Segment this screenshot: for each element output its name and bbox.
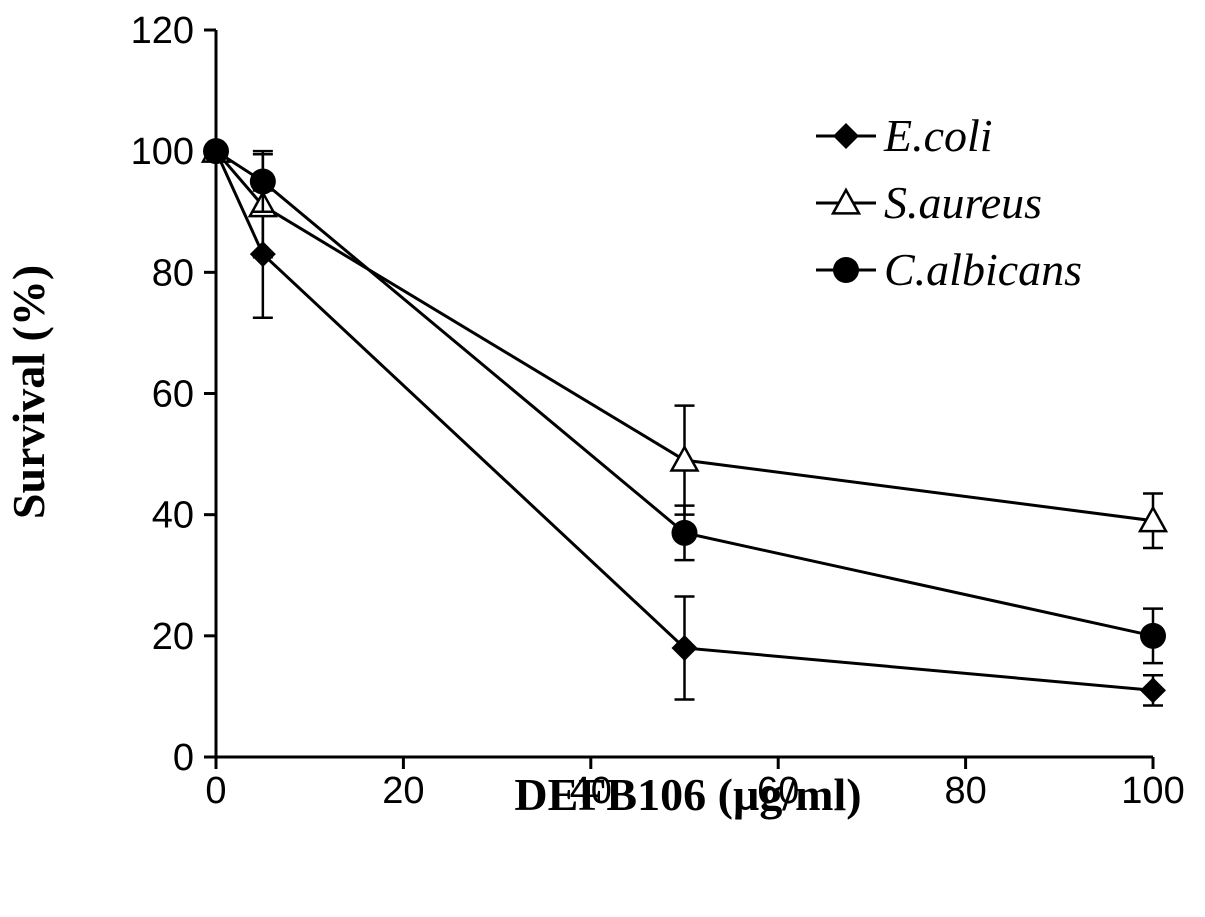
legend-item: E.coli xyxy=(816,110,993,161)
y-tick-label: 100 xyxy=(131,131,194,173)
x-tick-label: 20 xyxy=(382,770,424,812)
circle-marker xyxy=(1140,622,1166,649)
y-tick-label: 60 xyxy=(152,374,194,416)
legend-label: C.albicans xyxy=(884,244,1082,295)
x-tick-label: 60 xyxy=(757,770,799,812)
y-tick-label: 120 xyxy=(131,10,194,52)
triangle-marker xyxy=(1137,505,1169,533)
y-tick-label: 0 xyxy=(173,737,194,779)
x-tick-label: 80 xyxy=(944,770,986,812)
y-tick-label: 20 xyxy=(152,616,194,658)
y-axis-title: Survival (%) xyxy=(3,265,54,519)
legend-label: E.coli xyxy=(883,110,993,161)
series-c-albicans xyxy=(203,138,1166,665)
series-line xyxy=(214,150,1154,523)
triangle-marker xyxy=(830,187,862,215)
legend: E.coli S.aureus C.albicans xyxy=(816,110,1082,295)
diamond-marker xyxy=(833,123,859,149)
x-axis-title: DEFB106 (µg/ml) xyxy=(514,769,861,820)
legend-item: C.albicans xyxy=(816,244,1082,295)
y-tick-label: 40 xyxy=(152,495,194,537)
x-tick-label: 40 xyxy=(570,770,612,812)
x-tick-label: 100 xyxy=(1121,770,1184,812)
y-tick-label: 80 xyxy=(152,252,194,294)
diamond-marker xyxy=(671,634,698,661)
x-tick-label: 0 xyxy=(205,770,226,812)
diamond-marker xyxy=(1140,677,1166,704)
series-line xyxy=(215,149,1154,638)
series-layer xyxy=(200,135,1169,707)
legend-label: S.aureus xyxy=(884,177,1042,228)
series-line xyxy=(214,150,1154,692)
legend-item: S.aureus xyxy=(816,177,1042,228)
triangle-marker xyxy=(669,444,700,472)
axes: 0 20 40 60 80 100 120 0 20 40 60 80 100 xyxy=(131,10,1185,812)
circle-marker xyxy=(671,519,698,546)
circle-marker xyxy=(833,257,859,283)
circle-marker xyxy=(203,138,229,165)
circle-marker xyxy=(249,168,276,195)
